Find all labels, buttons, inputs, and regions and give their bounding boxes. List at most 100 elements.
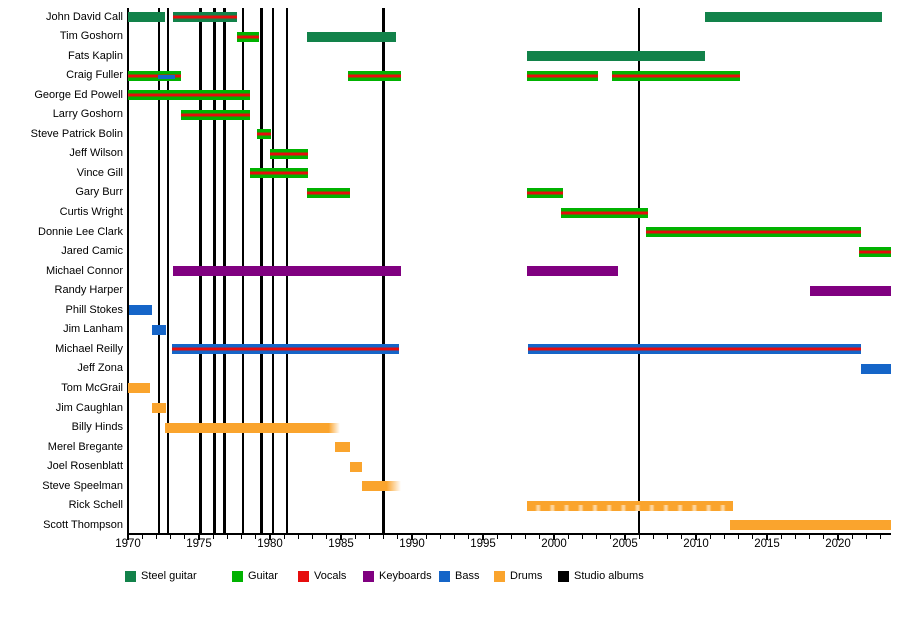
timeline-bar xyxy=(561,207,648,218)
minor-tick xyxy=(383,534,385,539)
member-label: Billy Hinds xyxy=(71,421,123,434)
member-label: Randy Harper xyxy=(54,284,123,297)
member-label: Curtis Wright xyxy=(59,206,123,218)
legend-item-keyboards: Keyboards xyxy=(363,568,432,584)
legend-label: Bass xyxy=(455,570,480,582)
timeline-bar xyxy=(306,187,350,198)
member-label: Michael Connor xyxy=(45,264,123,277)
timeline-bar xyxy=(349,461,363,472)
timeline-bar xyxy=(250,168,308,179)
legend-item-albums: Studio albums xyxy=(558,568,644,584)
x-tick-label: 1980 xyxy=(257,538,283,550)
timeline-bar xyxy=(128,12,165,22)
timeline-bar xyxy=(860,363,891,374)
x-tick-label: 2005 xyxy=(612,538,638,550)
major-tick xyxy=(482,534,484,540)
major-tick xyxy=(127,534,129,540)
minor-tick xyxy=(823,534,825,539)
x-tick-label: 2010 xyxy=(683,538,709,550)
member-label: Rick Schell xyxy=(68,499,123,512)
timeline-bar xyxy=(236,31,259,42)
timeline-bar xyxy=(173,266,401,277)
guitar-swatch xyxy=(232,570,243,582)
x-tick-label: 2015 xyxy=(754,538,780,550)
x-axis-line xyxy=(127,533,892,535)
minor-tick xyxy=(155,534,157,539)
timeline-bar xyxy=(128,90,251,101)
minor-tick xyxy=(510,534,512,539)
timeline-bar xyxy=(704,12,883,22)
member-label: Michael Reilly xyxy=(55,342,123,355)
minor-tick xyxy=(297,534,299,539)
bass-swatch xyxy=(439,570,450,582)
minor-tick xyxy=(681,534,683,539)
timeline-bar xyxy=(859,246,891,257)
minor-tick xyxy=(368,534,370,539)
minor-tick xyxy=(539,534,541,539)
keyboards-swatch xyxy=(363,570,374,582)
legend-item-vocals: Vocals xyxy=(298,568,346,584)
minor-tick xyxy=(752,534,754,539)
major-tick xyxy=(837,534,839,540)
minor-tick xyxy=(141,534,143,539)
steel-swatch xyxy=(125,570,136,582)
member-label: Jeff Zona xyxy=(77,362,123,375)
major-tick xyxy=(411,534,413,540)
minor-tick xyxy=(241,534,243,539)
studio-album-line xyxy=(166,8,169,533)
minor-tick xyxy=(865,534,867,539)
member-label: Phill Stokes xyxy=(65,303,123,316)
member-label: Steve Patrick Bolin xyxy=(30,127,123,140)
legend-label: Drums xyxy=(510,570,543,582)
legend-label: Guitar xyxy=(248,570,278,582)
minor-tick xyxy=(652,534,654,539)
timeline-bar xyxy=(348,70,401,81)
major-tick xyxy=(198,534,200,540)
minor-tick xyxy=(312,534,314,539)
legend-label: Keyboards xyxy=(379,570,432,582)
minor-tick xyxy=(525,534,527,539)
major-tick xyxy=(553,534,555,540)
timeline-bar xyxy=(270,148,308,159)
minor-tick xyxy=(667,534,669,539)
member-label: John David Call xyxy=(45,10,123,23)
timeline-bar xyxy=(527,500,733,511)
vocals-swatch xyxy=(298,570,309,582)
timeline-bar xyxy=(527,187,563,198)
minor-tick xyxy=(738,534,740,539)
minor-tick xyxy=(212,534,214,539)
minor-tick xyxy=(226,534,228,539)
member-label: George Ed Powell xyxy=(34,88,123,101)
minor-tick xyxy=(397,534,399,539)
legend-label: Vocals xyxy=(314,570,347,582)
minor-tick xyxy=(794,534,796,539)
member-label: Jim Lanham xyxy=(63,323,123,336)
timeline-bar xyxy=(172,344,400,355)
minor-tick xyxy=(851,534,853,539)
minor-tick xyxy=(610,534,612,539)
major-tick xyxy=(624,534,626,540)
legend-item-bass: Bass xyxy=(439,568,479,584)
major-tick xyxy=(340,534,342,540)
timeline-bar xyxy=(128,383,150,394)
member-label: Jim Caughlan xyxy=(55,401,123,414)
x-tick-label: 1985 xyxy=(328,538,354,550)
studio-album-line xyxy=(637,8,641,533)
timeline-bar xyxy=(646,227,861,238)
timeline-bar xyxy=(173,12,237,22)
major-tick xyxy=(269,534,271,540)
minor-tick xyxy=(809,534,811,539)
member-label: Scott Thompson xyxy=(43,518,123,531)
minor-tick xyxy=(880,534,882,539)
timeline-bar xyxy=(129,305,153,316)
minor-tick xyxy=(184,534,186,539)
x-tick-label: 2020 xyxy=(825,538,851,550)
timeline-bar xyxy=(527,51,705,62)
member-label: Joel Rosenblatt xyxy=(47,460,123,473)
x-tick-label: 1990 xyxy=(399,538,425,550)
timeline-bar xyxy=(335,442,350,453)
member-label: Fats Kaplin xyxy=(67,49,123,62)
minor-tick xyxy=(170,534,172,539)
timeline-bar xyxy=(157,74,175,80)
